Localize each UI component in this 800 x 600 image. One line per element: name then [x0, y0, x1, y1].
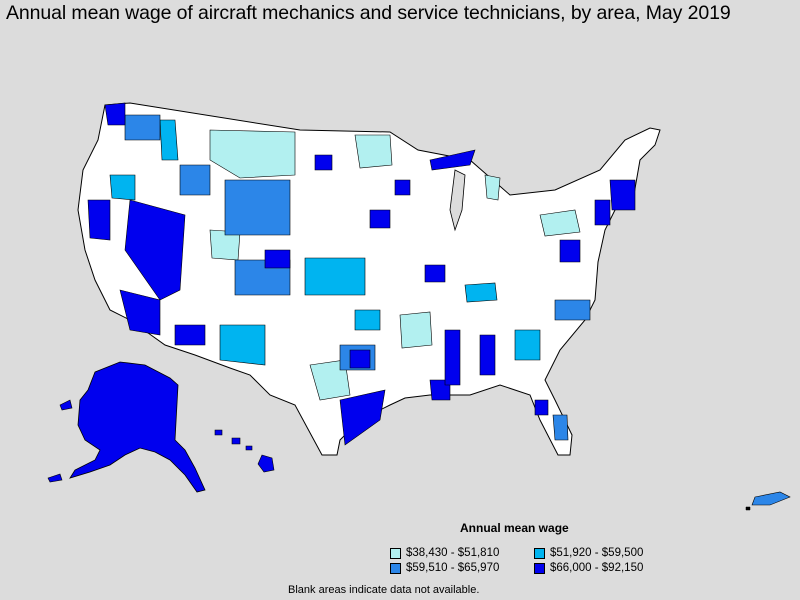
region-north-california — [87, 199, 111, 241]
region-arkansas — [399, 311, 433, 349]
legend-item-4: $66,000 - $92,150 — [534, 561, 643, 575]
region-minnesota-metro — [369, 209, 391, 229]
legend-label-3: $59,510 - $65,970 — [406, 562, 500, 574]
region-kentucky — [539, 209, 581, 237]
region-kansas-city — [424, 264, 446, 283]
legend-swatch-4 — [534, 562, 545, 574]
puerto-rico-shape — [751, 491, 791, 506]
legend-item-2: $51,920 - $59,500 — [534, 546, 643, 560]
region-arizona-south — [219, 324, 266, 366]
alaska — [47, 361, 206, 493]
region-idaho-north — [159, 119, 179, 161]
footnote: Blank areas indicate data not available. — [288, 584, 480, 596]
legend-title: Annual mean wage — [460, 521, 569, 535]
region-dallas — [349, 349, 371, 369]
hawaii-big-island — [257, 454, 275, 473]
region-nevada — [124, 199, 186, 301]
legend-item-3: $59,510 - $65,970 — [390, 561, 499, 575]
alaska-islands — [47, 399, 73, 483]
virgin-islands — [745, 506, 751, 511]
legend-swatch-1 — [390, 547, 401, 559]
region-east-coast-2 — [559, 239, 581, 263]
region-tennessee — [464, 282, 498, 303]
region-idaho-south — [179, 164, 211, 196]
legend-label-2: $51,920 - $59,500 — [550, 547, 644, 559]
region-seattle — [104, 102, 126, 126]
region-mississippi — [444, 329, 461, 386]
legend-swatch-3 — [390, 562, 401, 574]
region-washington-east — [124, 114, 161, 141]
legend-swatch-2 — [534, 547, 545, 559]
region-florida-west — [534, 399, 549, 416]
region-kansas — [304, 257, 366, 296]
region-montana-rural — [209, 129, 296, 179]
region-denver — [264, 249, 291, 269]
region-oregon-east — [109, 174, 136, 201]
region-florida-south — [552, 414, 569, 441]
region-southern-california — [119, 289, 161, 336]
region-new-england — [609, 179, 636, 211]
hawaii — [214, 429, 275, 473]
legend-item-1: $38,430 - $51,810 — [390, 546, 499, 560]
alaska-shape — [69, 361, 206, 493]
hawaii-islands — [214, 429, 253, 451]
region-georgia — [514, 329, 541, 361]
wage-regions — [87, 102, 636, 446]
region-arizona-west — [174, 324, 206, 346]
us-land-outline — [77, 102, 661, 456]
map-title: Annual mean wage of aircraft mechanics a… — [6, 2, 731, 24]
region-michigan-north — [484, 174, 501, 201]
region-east-coast-1 — [594, 199, 611, 226]
region-north-dakota-east — [314, 154, 333, 171]
region-texas-gulf — [339, 389, 386, 446]
region-carolinas — [554, 299, 591, 321]
region-north-dakota — [354, 134, 393, 169]
puerto-rico — [745, 491, 791, 511]
region-alabama — [479, 334, 496, 376]
region-wyoming — [224, 179, 291, 236]
contiguous-us — [77, 102, 661, 456]
legend-label-1: $38,430 - $51,810 — [406, 547, 500, 559]
region-michigan-upper — [429, 149, 476, 171]
region-wisconsin — [394, 179, 411, 196]
lake-michigan — [449, 169, 466, 232]
region-oklahoma-east — [354, 309, 381, 331]
legend-label-4: $66,000 - $92,150 — [550, 562, 644, 574]
